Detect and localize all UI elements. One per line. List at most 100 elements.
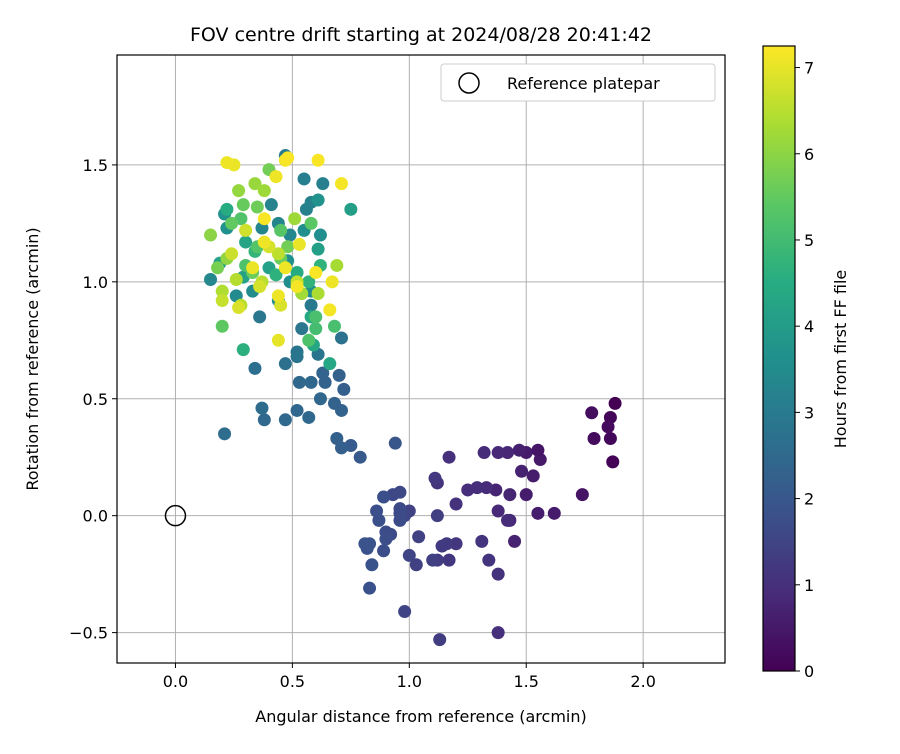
data-point [290, 345, 304, 359]
data-point [239, 235, 253, 249]
data-point [257, 212, 271, 226]
colorbar-tick-label: 0 [804, 662, 814, 681]
data-point [370, 504, 384, 518]
data-point [461, 483, 475, 497]
data-point [547, 506, 561, 520]
data-point [330, 432, 344, 446]
data-point [334, 177, 348, 191]
data-point [236, 343, 250, 357]
x-tick-label: 1.0 [397, 672, 422, 691]
data-point [304, 375, 318, 389]
data-point [311, 153, 325, 167]
data-point [426, 553, 440, 567]
data-point [253, 280, 267, 294]
data-point [302, 333, 316, 347]
data-point [412, 530, 426, 544]
data-point [295, 322, 309, 336]
data-point [325, 275, 339, 289]
data-point [482, 553, 496, 567]
data-point [220, 202, 234, 216]
data-point [281, 151, 295, 165]
data-point [393, 502, 407, 516]
data-point [211, 261, 225, 275]
data-point [297, 172, 311, 186]
colorbar: 0 1 2 3 4 5 6 7 Hours from first FF file [762, 45, 850, 681]
data-point [323, 303, 337, 317]
data-point [428, 471, 442, 485]
data-point [248, 177, 262, 191]
data-point [311, 193, 325, 207]
data-point [257, 413, 271, 427]
data-point [313, 228, 327, 242]
colorbar-tick-label: 5 [804, 231, 814, 250]
data-point [531, 506, 545, 520]
colorbar-tick-label: 2 [804, 490, 814, 509]
data-point [603, 432, 617, 446]
x-tick-label: 2.0 [630, 672, 655, 691]
axes-frame [116, 54, 726, 664]
data-point [302, 410, 316, 424]
data-point [290, 265, 304, 279]
data-point [442, 450, 456, 464]
data-point [334, 331, 348, 345]
data-point [430, 509, 444, 523]
data-point [309, 310, 323, 324]
data-point [587, 432, 601, 446]
y-tick-label: 0.5 [83, 390, 108, 409]
data-point [503, 488, 517, 502]
data-point [239, 223, 253, 237]
data-point [232, 184, 246, 198]
data-point [449, 497, 463, 511]
axis-ticks: 0.0 0.5 1.0 1.5 2.0 −0.5 0.0 0.5 1.0 1.5 [69, 156, 656, 691]
data-point [232, 301, 246, 315]
data-point [377, 490, 391, 504]
colorbar-ticks: 0 1 2 3 4 5 6 7 [795, 59, 814, 681]
data-point [512, 443, 526, 457]
data-point [292, 237, 306, 251]
legend-marker [458, 72, 480, 94]
y-axis-label: Rotation from reference (arcmin) [23, 227, 42, 490]
colorbar-tick-label: 3 [804, 403, 814, 422]
legend-box [440, 63, 716, 102]
data-point [337, 382, 351, 396]
data-point [257, 235, 271, 249]
data-point [501, 513, 515, 527]
data-point [475, 534, 489, 548]
data-point [316, 366, 330, 380]
data-point [363, 581, 377, 595]
legend: Reference platepar [440, 63, 716, 102]
data-point [218, 427, 232, 441]
y-tick-label: 1.5 [83, 156, 108, 175]
x-axis-label: Angular distance from reference (arcmin) [255, 707, 586, 726]
data-point [585, 406, 599, 420]
data-point [274, 223, 288, 237]
data-point [248, 361, 262, 375]
data-point [278, 413, 292, 427]
data-point [271, 247, 285, 261]
colorbar-label: Hours from first FF file [831, 270, 850, 449]
data-point [608, 396, 622, 410]
data-point [515, 464, 529, 478]
data-point [302, 275, 316, 289]
data-point [311, 242, 325, 256]
data-point [257, 184, 271, 198]
colorbar-tick-label: 7 [804, 59, 814, 78]
chart-title: FOV centre drift starting at 2024/08/28 … [190, 24, 652, 46]
data-point [442, 553, 456, 567]
data-point [311, 287, 325, 301]
data-points [204, 149, 622, 647]
x-tick-label: 1.5 [514, 672, 539, 691]
data-point [204, 272, 218, 286]
colorbar-tick-label: 4 [804, 317, 814, 336]
data-point [491, 504, 505, 518]
data-point [388, 436, 402, 450]
data-point [377, 544, 391, 558]
data-point [309, 322, 323, 336]
data-point [491, 446, 505, 460]
data-point [575, 488, 589, 502]
data-point [433, 633, 447, 647]
data-point [220, 156, 234, 170]
data-point [215, 319, 229, 333]
data-point [365, 558, 379, 572]
